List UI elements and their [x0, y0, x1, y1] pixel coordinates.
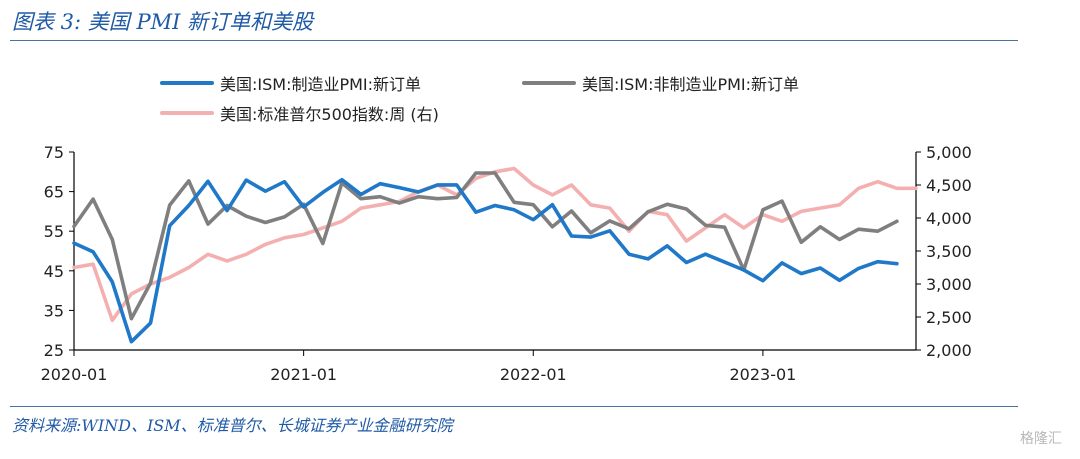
- x-tick-label: 2020-01: [41, 365, 108, 384]
- figure-title: 图表 3: 美国 PMI 新订单和美股: [12, 10, 314, 34]
- source-note: 资料来源:WIND、ISM、标准普尔、长城证券产业金融研究院: [12, 416, 453, 435]
- watermark: 格隆汇: [1020, 431, 1062, 447]
- y-left-tick-label: 35: [44, 301, 64, 320]
- y-right-tick-label: 5,000: [926, 143, 972, 162]
- y-left-tick-label: 65: [44, 183, 64, 202]
- y-right-tick-label: 2,000: [926, 341, 972, 360]
- legend-item-manufacturing: 美国:ISM:制造业PMI:新订单: [160, 71, 421, 95]
- x-tick-label: 2022-01: [500, 365, 567, 384]
- bottom-rule: [10, 406, 1018, 407]
- legend-swatch-non-manufacturing: [522, 81, 576, 85]
- legend-label-sp500: 美国:标准普尔500指数:周 (右): [220, 105, 439, 124]
- y-left-tick-label: 25: [44, 341, 64, 360]
- y-right-tick-label: 3,000: [926, 275, 972, 294]
- y-right-tick-label: 4,500: [926, 176, 972, 195]
- x-tick-label: 2021-01: [270, 365, 337, 384]
- legend-item-non-manufacturing: 美国:ISM:非制造业PMI:新订单: [522, 71, 799, 95]
- legend-swatch-manufacturing: [160, 81, 214, 85]
- legend-label-non-manufacturing: 美国:ISM:非制造业PMI:新订单: [582, 75, 800, 94]
- series-line-manufacturing-new-orders: [72, 177, 899, 344]
- series-line-non-manufacturing-new-orders: [72, 171, 899, 321]
- y-left-tick-label: 55: [44, 222, 64, 241]
- y-right-tick-label: 3,500: [926, 242, 972, 261]
- legend-swatch-sp500: [160, 111, 214, 115]
- y-right-tick-label: 4,000: [926, 209, 972, 228]
- y-right-tick-label: 2,500: [926, 308, 972, 327]
- legend-label-manufacturing: 美国:ISM:制造业PMI:新订单: [220, 75, 422, 94]
- x-tick-label: 2023-01: [729, 365, 796, 384]
- y-left-tick-label: 75: [44, 143, 64, 162]
- legend-item-sp500: 美国:标准普尔500指数:周 (右): [160, 101, 439, 125]
- top-rule: [10, 40, 1018, 41]
- y-left-tick-label: 45: [44, 262, 64, 281]
